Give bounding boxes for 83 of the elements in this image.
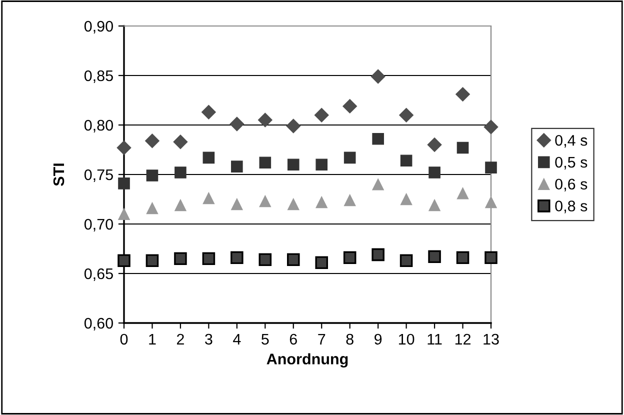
x-tick-label: 11 — [428, 334, 442, 344]
point — [231, 198, 243, 210]
point — [286, 118, 301, 134]
point — [202, 152, 215, 164]
point — [372, 178, 384, 190]
y-tick-label: 0,60 — [84, 318, 113, 330]
point — [428, 199, 440, 212]
point — [314, 108, 329, 122]
point — [456, 87, 470, 102]
y-axis-title: STI — [53, 164, 64, 186]
point — [485, 196, 497, 208]
x-tick-label: 1 — [149, 334, 156, 344]
legend-label: 0,6 s — [555, 178, 588, 192]
point — [146, 254, 159, 268]
point — [428, 250, 441, 264]
x-tick-label: 6 — [290, 334, 297, 345]
point — [230, 116, 244, 132]
y-tick-label: 0,85 — [84, 70, 113, 83]
x-tick-label: 8 — [346, 334, 354, 345]
point — [258, 112, 272, 128]
x-tick-label: 10 — [398, 334, 414, 345]
point — [146, 170, 158, 182]
x-tick-label: 12 — [455, 334, 470, 344]
point — [146, 202, 158, 214]
point — [370, 69, 386, 84]
legend-label: 0,5 s — [555, 156, 588, 170]
point — [118, 178, 130, 190]
point — [174, 199, 186, 212]
point — [342, 98, 358, 114]
point — [400, 154, 412, 167]
point — [372, 248, 384, 262]
point — [400, 254, 413, 268]
point — [202, 192, 215, 204]
y-tick-label: 0,90 — [84, 20, 113, 34]
point — [230, 251, 244, 264]
legend-label: 0,8 s — [555, 200, 588, 214]
x-tick-label: 13 — [484, 334, 499, 345]
point — [316, 158, 328, 171]
point — [456, 187, 469, 200]
point — [372, 132, 384, 145]
legend-label: 0,4 s — [555, 134, 588, 148]
point — [484, 120, 498, 134]
point — [287, 198, 300, 210]
point — [428, 166, 440, 178]
y-tick-label: 0,75 — [84, 169, 113, 182]
point — [259, 195, 272, 208]
point — [173, 134, 188, 150]
x-tick-label: 3 — [205, 334, 212, 345]
x-tick-label: 5 — [262, 334, 269, 345]
x-tick-label: 7 — [318, 334, 326, 344]
point — [315, 256, 328, 269]
y-tick-label: 0,80 — [84, 120, 113, 132]
point — [399, 108, 414, 122]
point — [145, 134, 160, 148]
point — [231, 160, 243, 172]
point — [174, 166, 186, 178]
point — [456, 251, 470, 264]
point — [286, 253, 300, 266]
point — [259, 156, 272, 169]
point — [344, 152, 356, 164]
y-tick-label: 0,65 — [84, 268, 113, 281]
point — [118, 208, 130, 220]
point — [456, 142, 469, 154]
point — [202, 252, 216, 266]
x-tick-label: 0 — [120, 334, 128, 345]
x-axis-title: Anordnung — [266, 353, 348, 368]
point — [258, 253, 272, 266]
point — [344, 194, 356, 206]
point — [427, 138, 442, 152]
point — [174, 252, 187, 266]
x-tick-label: 2 — [176, 334, 184, 344]
x-tick-label: 9 — [374, 334, 382, 345]
point — [400, 193, 412, 206]
y-tick-label: 0,70 — [84, 218, 113, 232]
point — [485, 162, 497, 174]
point — [316, 196, 328, 208]
point — [343, 251, 356, 264]
point — [118, 254, 130, 268]
point — [484, 251, 498, 264]
point — [287, 158, 300, 171]
point — [116, 140, 132, 155]
point — [201, 104, 216, 120]
x-tick-label: 4 — [233, 334, 241, 344]
